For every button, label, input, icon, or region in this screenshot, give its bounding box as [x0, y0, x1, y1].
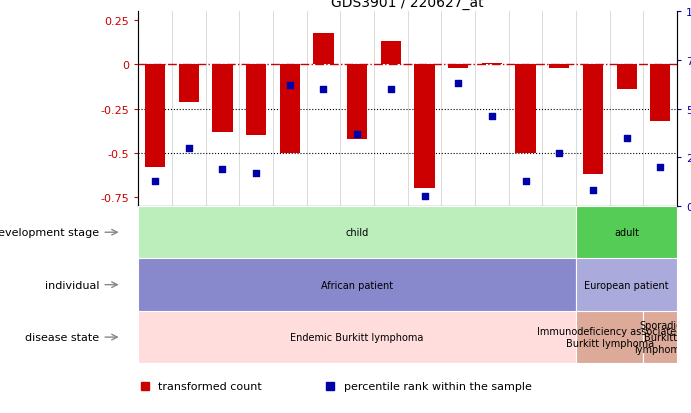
Bar: [246, 65, 266, 136]
Point: [183, 145, 194, 152]
Bar: [515, 65, 536, 154]
Bar: [145, 65, 165, 168]
Bar: [576, 311, 643, 363]
Text: African patient: African patient: [321, 280, 393, 290]
Bar: [482, 64, 502, 65]
Bar: [576, 206, 677, 259]
Point: [621, 135, 632, 142]
Bar: [576, 259, 677, 311]
Bar: [178, 65, 199, 102]
Text: child: child: [346, 228, 369, 237]
Bar: [138, 259, 576, 311]
Bar: [212, 65, 232, 133]
Text: transformed count: transformed count: [158, 381, 262, 391]
Bar: [650, 65, 670, 122]
Point: [486, 114, 498, 121]
Point: [149, 178, 160, 185]
Bar: [280, 65, 300, 154]
Point: [352, 131, 363, 138]
Point: [318, 87, 329, 93]
Text: Immunodeficiency associated Burkitt lymphoma: Immunodeficiency associated Burkitt lymp…: [537, 327, 683, 348]
Point: [553, 151, 565, 157]
Text: individual: individual: [45, 280, 100, 290]
Bar: [138, 311, 576, 363]
Bar: [616, 65, 636, 90]
Bar: [415, 65, 435, 189]
Bar: [138, 206, 576, 259]
Point: [386, 87, 397, 93]
Text: percentile rank within the sample: percentile rank within the sample: [343, 381, 531, 391]
Title: GDS3901 / 220627_at: GDS3901 / 220627_at: [332, 0, 484, 10]
Point: [655, 164, 666, 171]
Point: [587, 188, 598, 194]
Point: [419, 193, 430, 200]
Point: [251, 170, 262, 177]
Bar: [347, 65, 367, 140]
Text: adult: adult: [614, 228, 639, 237]
Point: [453, 81, 464, 88]
Bar: [643, 311, 677, 363]
Bar: [549, 65, 569, 69]
Point: [217, 166, 228, 173]
Point: [284, 83, 295, 90]
Point: [520, 178, 531, 185]
Text: Sporadic Burkitt lymphoma: Sporadic Burkitt lymphoma: [634, 321, 686, 354]
Text: development stage: development stage: [0, 228, 100, 237]
Text: European patient: European patient: [585, 280, 669, 290]
Text: disease state: disease state: [26, 332, 100, 342]
Bar: [381, 43, 401, 65]
Text: Endemic Burkitt lymphoma: Endemic Burkitt lymphoma: [290, 332, 424, 342]
Bar: [448, 65, 468, 69]
Bar: [583, 65, 603, 175]
Bar: [313, 33, 334, 65]
